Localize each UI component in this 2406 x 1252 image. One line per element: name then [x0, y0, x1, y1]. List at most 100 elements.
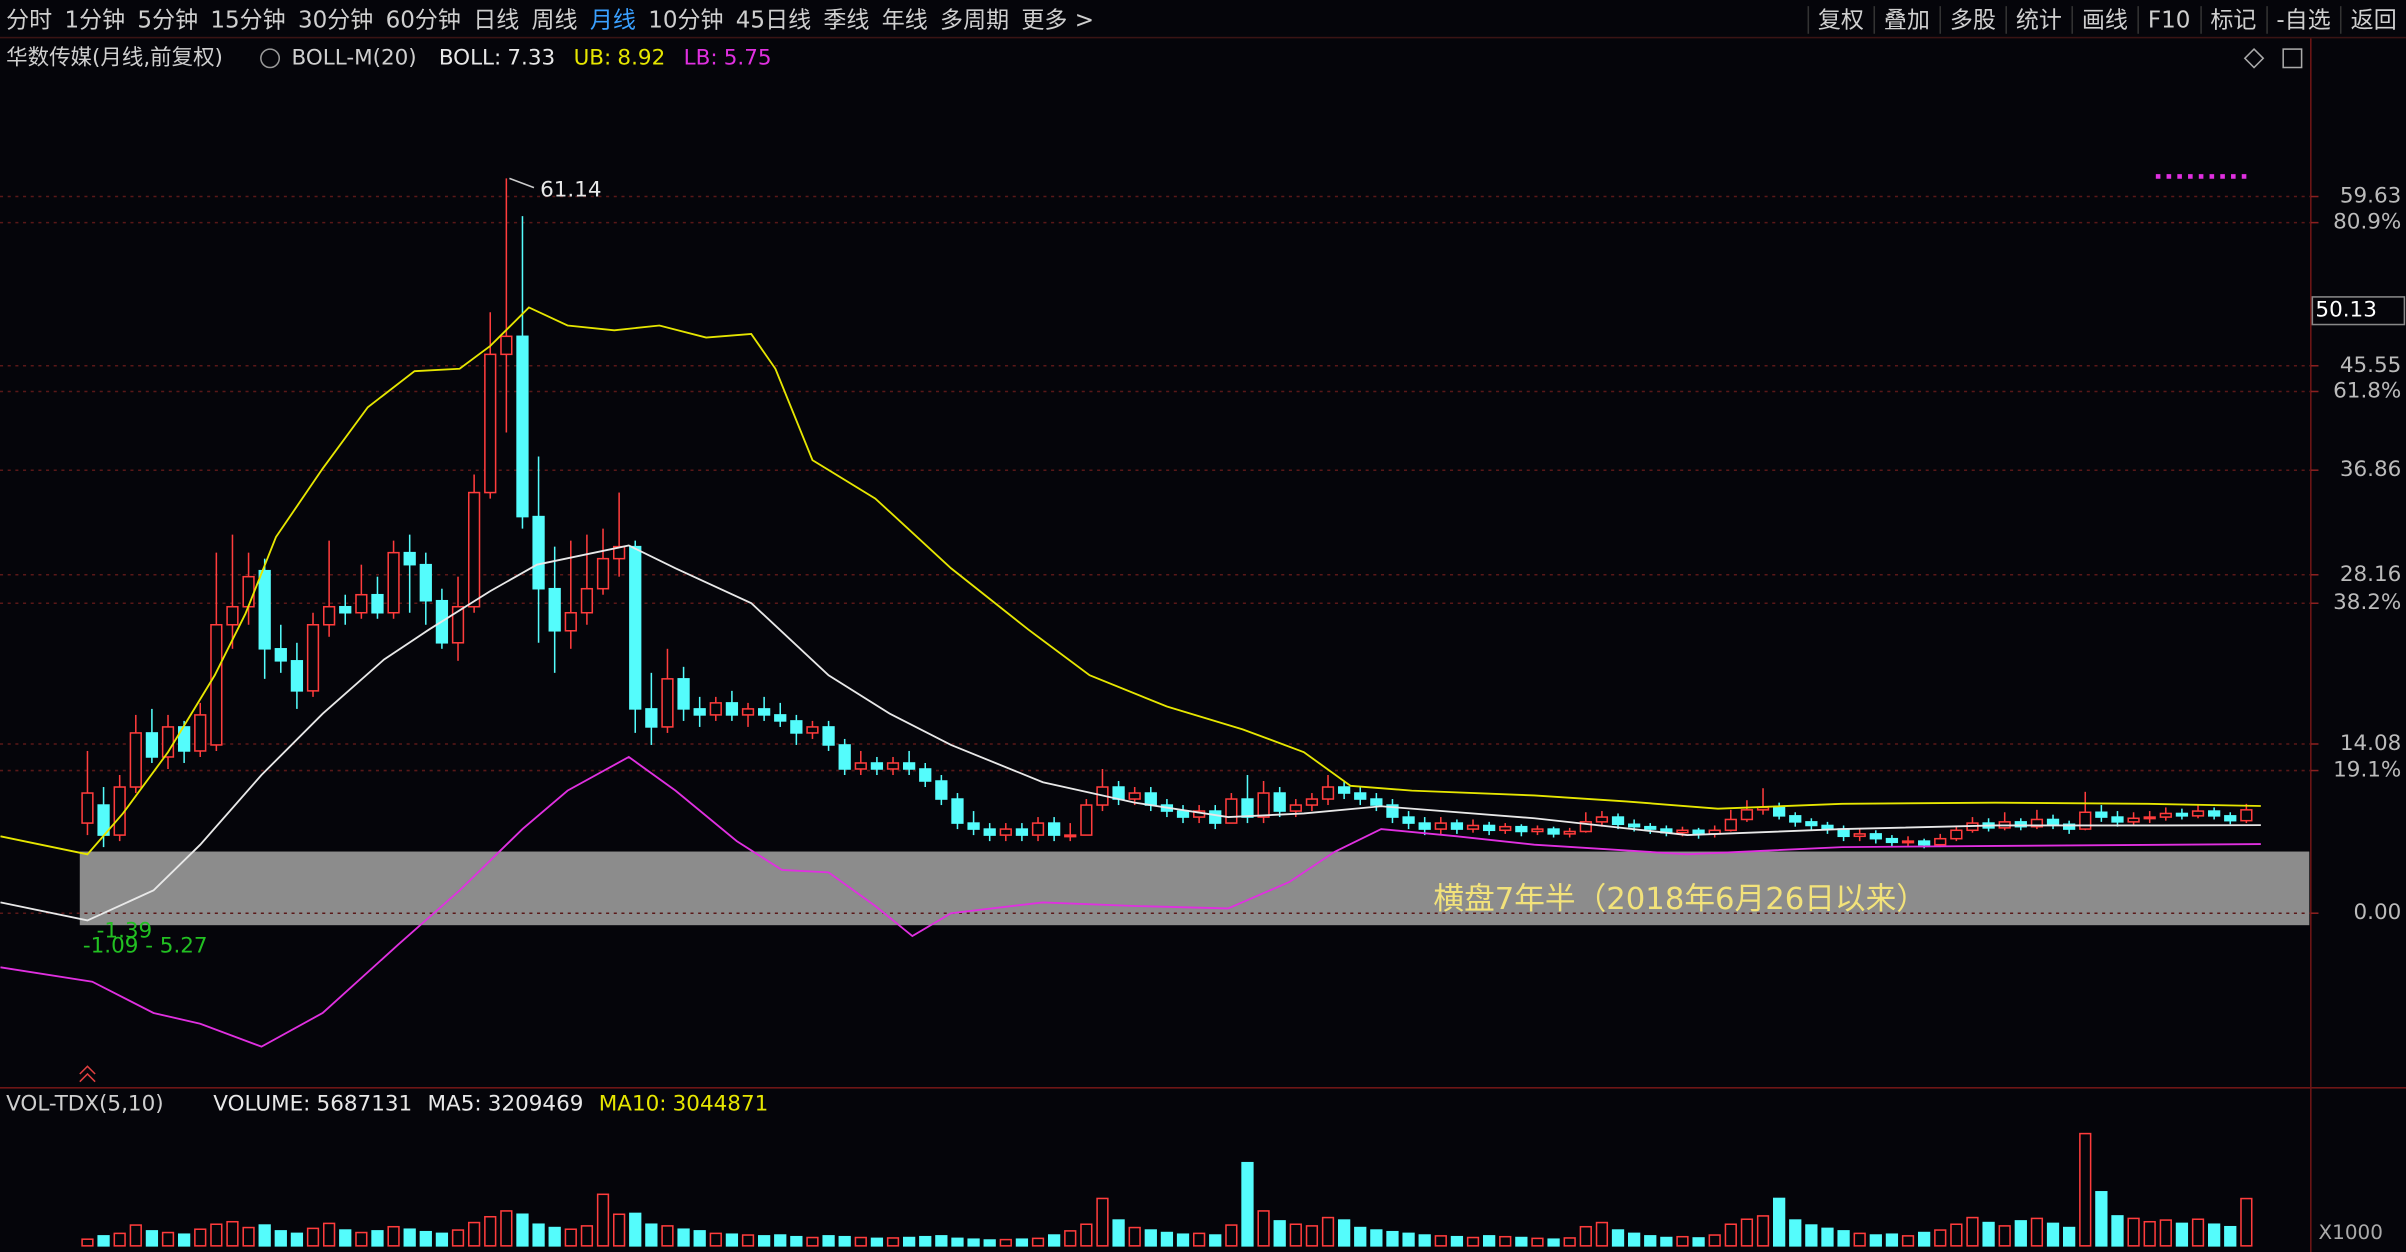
period-tabs: 分时 1分钟 5分钟 15分钟 30分钟 60分钟 日线 周线 月线 10分钟 45日线 季线 年线 多周… — [0, 2, 1100, 34]
tool-button[interactable]: 画线 — [2071, 5, 2138, 33]
candle-body — [935, 780, 948, 800]
volume-bar — [967, 1238, 980, 1247]
candle-body — [548, 587, 561, 632]
candle-body — [2175, 812, 2189, 817]
candle-body — [1579, 821, 1592, 833]
candle-body — [451, 605, 465, 644]
y-tick-label: 61.8% — [2333, 378, 2401, 403]
period-tab[interactable]: 1分钟 — [64, 5, 126, 33]
volume-bar — [1676, 1235, 1689, 1247]
candle-body — [1692, 829, 1705, 835]
candle-body — [790, 720, 803, 734]
volume-bar — [226, 1220, 239, 1247]
candle-body — [1064, 834, 1077, 838]
volume-bar — [1450, 1235, 1464, 1247]
volume-bar — [1611, 1229, 1625, 1247]
candle-body — [1917, 840, 1931, 846]
tool-button[interactable]: 标记 — [2199, 5, 2266, 33]
icon[interactable] — [2282, 48, 2303, 69]
candle-body — [1354, 792, 1367, 800]
period-tab[interactable]: 多周期 — [940, 5, 1010, 33]
volume-bar — [1772, 1197, 1786, 1247]
candle-body — [484, 353, 497, 494]
period-tab[interactable]: 45日线 — [735, 5, 812, 33]
icon[interactable] — [2243, 48, 2265, 69]
volume-bar — [242, 1226, 255, 1247]
candle-body — [2079, 811, 2092, 830]
candle-body — [757, 708, 771, 716]
candle-body — [194, 714, 207, 752]
tool-button[interactable]: 叠加 — [1873, 5, 1940, 33]
volume-bar — [2224, 1225, 2237, 1247]
candle-body — [822, 726, 835, 746]
tool-button[interactable]: -自选 — [2265, 5, 2340, 33]
volume-bar — [1015, 1238, 1029, 1247]
tool-button[interactable]: F10 — [2137, 5, 2200, 33]
period-tab[interactable]: 月线 — [589, 5, 636, 33]
volume-bar — [902, 1236, 916, 1247]
icon[interactable] — [260, 48, 281, 69]
volume-bar — [1917, 1231, 1931, 1247]
candle-body — [1515, 825, 1528, 833]
y-tick-label: 45.55 — [2340, 353, 2401, 378]
volume-bar — [1289, 1223, 1302, 1247]
period-tab[interactable]: 季线 — [823, 5, 870, 33]
legend-name: VOLUME: — [213, 1092, 310, 1117]
volume-bar — [467, 1221, 481, 1247]
tool-button[interactable]: 返回 — [2339, 5, 2406, 33]
candle-body — [1676, 829, 1689, 834]
indicator-name: BOLL-M(20) — [292, 45, 417, 70]
volume-bar — [1805, 1224, 1818, 1247]
y-tick-label: 59.63 — [2340, 184, 2401, 209]
tool-button[interactable]: 统计 — [2005, 5, 2072, 33]
volume-bar — [419, 1230, 432, 1247]
volume-bar — [532, 1223, 545, 1247]
period-tab[interactable]: 5分钟 — [137, 5, 199, 33]
volume-bar — [1934, 1229, 1947, 1247]
volume-bar — [1950, 1223, 1963, 1247]
volume-bar — [2175, 1222, 2189, 1247]
candle-body — [306, 623, 320, 692]
volume-bar — [1418, 1234, 1431, 1247]
volume-bar — [1080, 1223, 1093, 1247]
period-tab[interactable]: 15分钟 — [210, 5, 286, 33]
period-tab[interactable]: 周线 — [531, 5, 578, 33]
period-tab[interactable]: 30分钟 — [297, 5, 374, 33]
tool-button[interactable]: 复权 — [1807, 5, 1874, 33]
volume-bar — [548, 1226, 561, 1247]
candle-body — [999, 828, 1012, 836]
period-tab[interactable]: 年线 — [881, 5, 928, 33]
period-tab[interactable]: 日线 — [473, 5, 520, 33]
price-label: 50.13 — [2315, 298, 2376, 323]
volume-bar — [1144, 1229, 1157, 1247]
volume-bar — [161, 1231, 175, 1247]
volume-bar — [2191, 1218, 2205, 1247]
candle-body — [1305, 798, 1319, 806]
candle-body — [2240, 809, 2253, 822]
candle-body — [1950, 829, 1963, 840]
boll-line — [0, 544, 2261, 922]
candle-body — [113, 786, 126, 836]
candle-body — [1821, 824, 1834, 830]
period-tab[interactable]: 10分钟 — [648, 5, 724, 33]
volume-bar — [1370, 1229, 1383, 1247]
volume-bar — [1998, 1225, 2011, 1247]
candle-body — [2046, 818, 2060, 826]
period-tab[interactable]: 更多 > — [1021, 5, 1095, 33]
volume-bar — [210, 1223, 223, 1247]
period-tab[interactable]: 分时 — [6, 5, 53, 33]
volume-bar — [596, 1193, 610, 1247]
tool-button[interactable]: 多股 — [1939, 5, 2006, 33]
y-tick-label: 36.86 — [2340, 457, 2401, 482]
volume-bar — [339, 1229, 352, 1247]
volume-bar — [854, 1236, 867, 1247]
candle-body — [596, 557, 610, 590]
volume-bar — [1756, 1215, 1770, 1247]
candle-body — [129, 732, 142, 788]
volume-bar — [1660, 1236, 1673, 1247]
volume-bar — [2240, 1197, 2253, 1247]
period-tab[interactable]: 60分钟 — [385, 5, 461, 33]
candle-body — [2014, 821, 2027, 828]
